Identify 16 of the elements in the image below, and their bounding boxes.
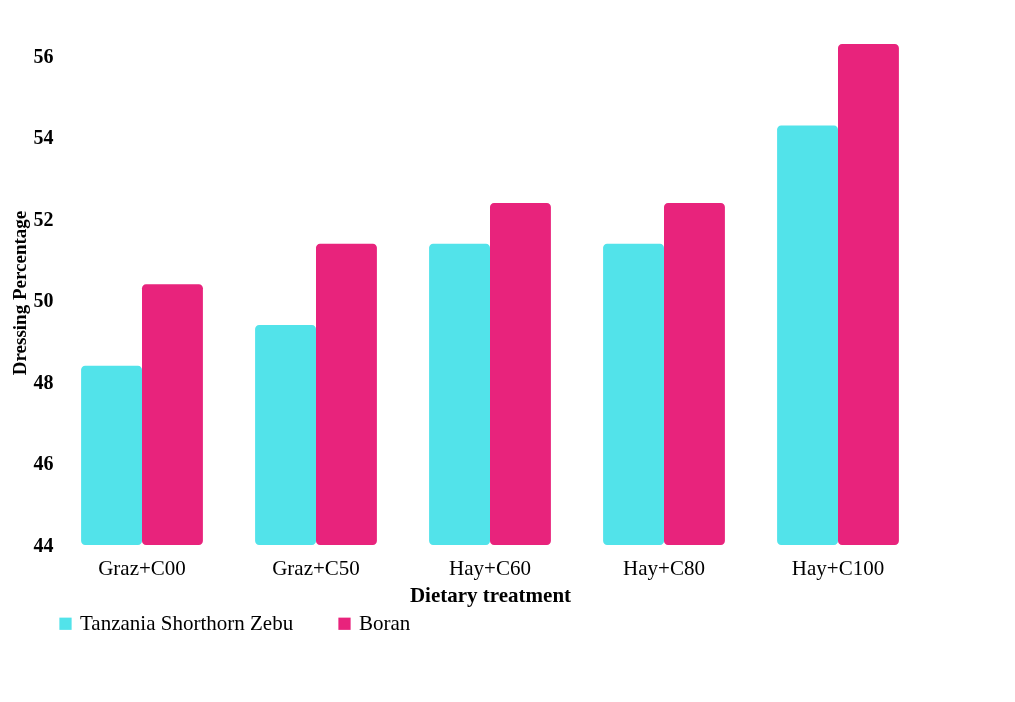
x-tick-label: Hay+C80 [623,555,705,580]
y-tick-label: 44 [33,533,54,556]
x-tick-label: Hay+C60 [449,555,531,580]
x-tick-label: Hay+C100 [791,555,885,580]
y-tick-label: 48 [33,370,54,393]
y-tick-label: 46 [33,452,54,475]
legend-label: Tanzania Shorthorn Zebu [80,610,294,635]
y-tick-label: 56 [33,44,54,67]
y-tick-label: 52 [33,207,54,230]
y-tick-label: 54 [33,126,54,149]
x-tick-label: Graz+C50 [272,555,360,580]
x-tick-label: Graz+C00 [98,555,186,580]
y-tick-label: 50 [33,289,54,312]
x-axis-title: Dietary treatment [409,582,572,607]
legend-label: Boran [359,610,411,635]
y-axis-title: Dressing Percentage [8,210,30,376]
